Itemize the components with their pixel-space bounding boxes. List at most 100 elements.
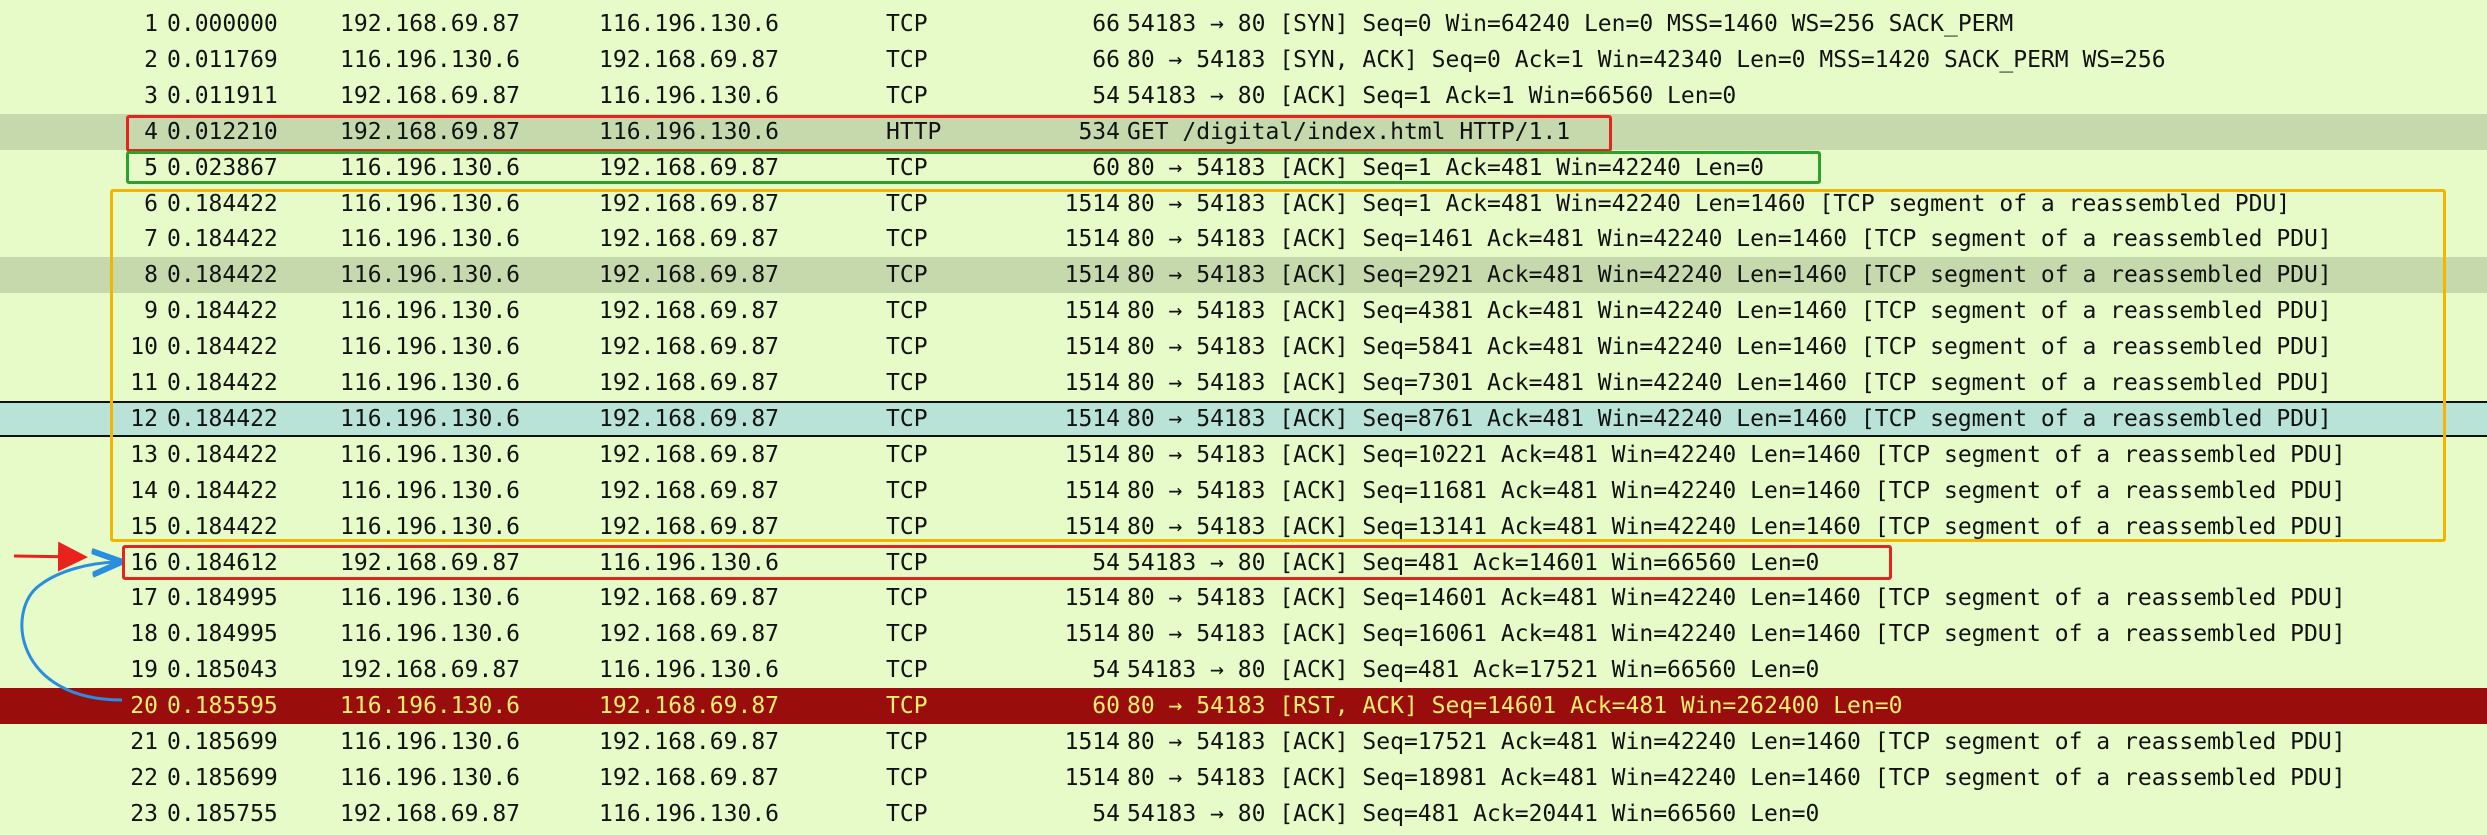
packet-number: 13	[130, 441, 158, 468]
packet-row[interactable]: 5 0.023867 116.196.130.6 192.168.69.87 TCP 60…	[0, 149, 2487, 186]
packet-protocol: TCP	[886, 298, 928, 325]
packet-time: 0.185699	[167, 764, 278, 791]
packet-destination: 192.168.69.87	[599, 585, 780, 612]
packet-time: 0.184422	[167, 370, 278, 396]
packet-source: 116.196.130.6	[340, 693, 521, 720]
packet-destination: 192.168.69.87	[599, 46, 780, 73]
packet-info: 80 → 54183 [ACK] Seq=18981 Ack=481 Win=4…	[1127, 764, 2346, 791]
packet-protocol: TCP	[886, 11, 928, 37]
packet-row[interactable]: 21 0.185699 116.196.130.6 192.168.69.87 TCP 1…	[0, 724, 2487, 760]
packet-row[interactable]: 22 0.185699 116.196.130.6 192.168.69.87 TCP 1…	[0, 759, 2487, 796]
packet-source: 192.168.69.87	[340, 118, 521, 145]
packet-row[interactable]: 6 0.184422 116.196.130.6 192.168.69.87 TCP 15…	[0, 185, 2487, 222]
packet-time: 0.184422	[167, 190, 278, 217]
packet-time: 0.184422	[167, 477, 278, 504]
packet-source: 116.196.130.6	[340, 513, 521, 540]
packet-row[interactable]: 2 0.011769 116.196.130.6 192.168.69.87 TCP 66…	[0, 41, 2487, 78]
packet-protocol: TCP	[886, 657, 928, 684]
packet-length: 1514	[1064, 764, 1120, 791]
packet-row[interactable]: 14 0.184422 116.196.130.6 192.168.69.87 TCP 1…	[0, 472, 2487, 509]
packet-info: 80 → 54183 [ACK] Seq=5841 Ack=481 Win=42…	[1127, 334, 2332, 361]
packet-row[interactable]: 10 0.184422 116.196.130.6 192.168.69.87 TCP 1…	[0, 329, 2487, 366]
packet-row[interactable]: 15 0.184422 116.196.130.6 192.168.69.87 TCP 1…	[0, 508, 2487, 545]
packet-protocol: TCP	[886, 764, 928, 791]
packet-protocol: TCP	[886, 154, 928, 181]
packet-time: 0.185595	[167, 693, 278, 720]
packet-info: 80 → 54183 [RST, ACK] Seq=14601 Ack=481 …	[1127, 693, 1903, 720]
packet-length: 1514	[1064, 226, 1120, 253]
packet-time: 0.184422	[167, 226, 278, 253]
packet-info: 80 → 54183 [ACK] Seq=2921 Ack=481 Win=42…	[1127, 262, 2332, 289]
packet-source: 116.196.130.6	[340, 262, 521, 289]
packet-protocol: HTTP	[886, 118, 942, 145]
packet-row[interactable]: 12 0.184422 116.196.130.6 192.168.69.87 TCP 1…	[0, 400, 2487, 437]
packet-number: 15	[130, 513, 158, 540]
packet-source: 116.196.130.6	[340, 729, 521, 755]
packet-source: 192.168.69.87	[340, 800, 521, 827]
packet-number: 6	[144, 190, 158, 217]
packet-destination: 192.168.69.87	[599, 729, 780, 755]
packet-row[interactable]: 4 0.012210 192.168.69.87 116.196.130.6 HTTP 5…	[0, 113, 2487, 150]
packet-number: 20	[130, 693, 158, 720]
packet-info: 54183 → 80 [ACK] Seq=1 Ack=1 Win=66560 L…	[1127, 82, 1737, 109]
packet-time: 0.185699	[167, 729, 278, 755]
packet-protocol: TCP	[886, 441, 928, 468]
packet-time: 0.184422	[167, 334, 278, 361]
packet-source: 116.196.130.6	[340, 585, 521, 612]
packet-destination: 192.168.69.87	[599, 405, 780, 432]
packet-row[interactable]: 13 0.184422 116.196.130.6 192.168.69.87 TCP 1…	[0, 436, 2487, 473]
packet-length: 1514	[1064, 621, 1120, 648]
packet-source: 116.196.130.6	[340, 477, 521, 504]
packet-source: 116.196.130.6	[340, 190, 521, 217]
packet-length: 534	[1078, 118, 1120, 145]
packet-protocol: TCP	[886, 693, 928, 720]
packet-row[interactable]: 18 0.184995 116.196.130.6 192.168.69.87 TCP 1…	[0, 616, 2487, 653]
packet-source: 116.196.130.6	[340, 334, 521, 361]
packet-source: 192.168.69.87	[340, 549, 521, 576]
packet-destination: 116.196.130.6	[599, 82, 780, 109]
packet-destination: 192.168.69.87	[599, 190, 780, 217]
packet-length: 54	[1092, 82, 1120, 109]
packet-info: 54183 → 80 [ACK] Seq=481 Ack=20441 Win=6…	[1127, 800, 1820, 827]
packet-source: 116.196.130.6	[340, 764, 521, 791]
packet-info: 80 → 54183 [ACK] Seq=7301 Ack=481 Win=42…	[1127, 370, 2332, 396]
packet-time: 0.184422	[167, 262, 278, 289]
packet-row[interactable]: 7 0.184422 116.196.130.6 192.168.69.87 TCP 15…	[0, 221, 2487, 258]
packet-info: 54183 → 80 [ACK] Seq=481 Ack=17521 Win=6…	[1127, 657, 1820, 684]
packet-row[interactable]: 8 0.184422 116.196.130.6 192.168.69.87 TCP 15…	[0, 257, 2487, 294]
packet-length: 60	[1092, 693, 1120, 720]
packet-source: 116.196.130.6	[340, 46, 521, 73]
packet-row[interactable]: 9 0.184422 116.196.130.6 192.168.69.87 TCP 15…	[0, 293, 2487, 330]
packet-time: 0.184422	[167, 513, 278, 540]
packet-destination: 192.168.69.87	[599, 764, 780, 791]
packet-row[interactable]: 17 0.184995 116.196.130.6 192.168.69.87 TCP 1…	[0, 580, 2487, 617]
packet-row[interactable]: 3 0.011911 192.168.69.87 116.196.130.6 TCP 54…	[0, 77, 2487, 114]
packet-info: 80 → 54183 [ACK] Seq=17521 Ack=481 Win=4…	[1127, 729, 2346, 755]
packet-destination: 192.168.69.87	[599, 693, 780, 720]
packet-number: 8	[144, 262, 158, 289]
packet-length: 60	[1092, 154, 1120, 181]
packet-row[interactable]: 19 0.185043 192.168.69.87 116.196.130.6 TCP 5…	[0, 652, 2487, 689]
packet-destination: 192.168.69.87	[599, 370, 780, 396]
packet-row[interactable]: 1 0.000000 192.168.69.87 116.196.130.6 TCP 66…	[0, 6, 2487, 42]
packet-row[interactable]: 23 0.185755 192.168.69.87 116.196.130.6 TCP 5…	[0, 795, 2487, 832]
packet-number: 5	[144, 154, 158, 181]
packet-source: 116.196.130.6	[340, 370, 521, 396]
packet-destination: 192.168.69.87	[599, 226, 780, 253]
packet-number: 12	[130, 405, 158, 432]
packet-time: 0.185755	[167, 800, 278, 827]
packet-row[interactable]: 20 0.185595 116.196.130.6 192.168.69.87 TCP 6…	[0, 688, 2487, 725]
packet-destination: 192.168.69.87	[599, 262, 780, 289]
packet-info: 80 → 54183 [ACK] Seq=8761 Ack=481 Win=42…	[1127, 405, 2332, 432]
packet-source: 192.168.69.87	[340, 657, 521, 684]
packet-protocol: TCP	[886, 190, 928, 217]
packet-length: 1514	[1064, 370, 1120, 396]
packet-protocol: TCP	[886, 82, 928, 109]
packet-time: 0.185043	[167, 657, 278, 684]
packet-number: 1	[144, 11, 158, 37]
packet-row[interactable]: 16 0.184612 192.168.69.87 116.196.130.6 TCP 5…	[0, 544, 2487, 581]
packet-row[interactable]: 11 0.184422 116.196.130.6 192.168.69.87 TCP 1…	[0, 365, 2487, 401]
packet-destination: 192.168.69.87	[599, 441, 780, 468]
packet-destination: 192.168.69.87	[599, 298, 780, 325]
packet-length: 1514	[1064, 190, 1120, 217]
